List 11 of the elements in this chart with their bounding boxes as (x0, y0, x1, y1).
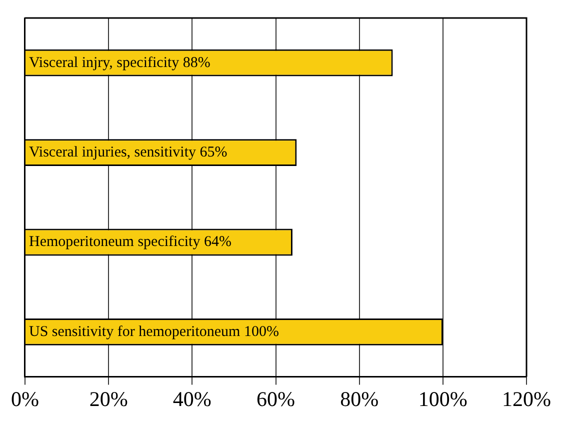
x-tick-label: 120% (502, 386, 552, 411)
x-tick-label: 20% (89, 386, 128, 411)
x-tick-label: 0% (10, 386, 39, 411)
y-tick-label: US sensitivity for hemoperitoneum 100% (28, 324, 279, 340)
x-tick-label: 40% (172, 386, 212, 411)
x-tick-label: 100% (418, 386, 468, 411)
y-tick-label: Visceral injuries, sensitivity 65% (28, 144, 228, 160)
x-tick-label: 60% (256, 386, 295, 411)
y-tick-label: Hemoperitoneum specificity 64% (28, 234, 232, 250)
y-tick-label: Visceral injry, specificity 88% (28, 54, 210, 71)
x-tick-label: 80% (340, 386, 379, 411)
